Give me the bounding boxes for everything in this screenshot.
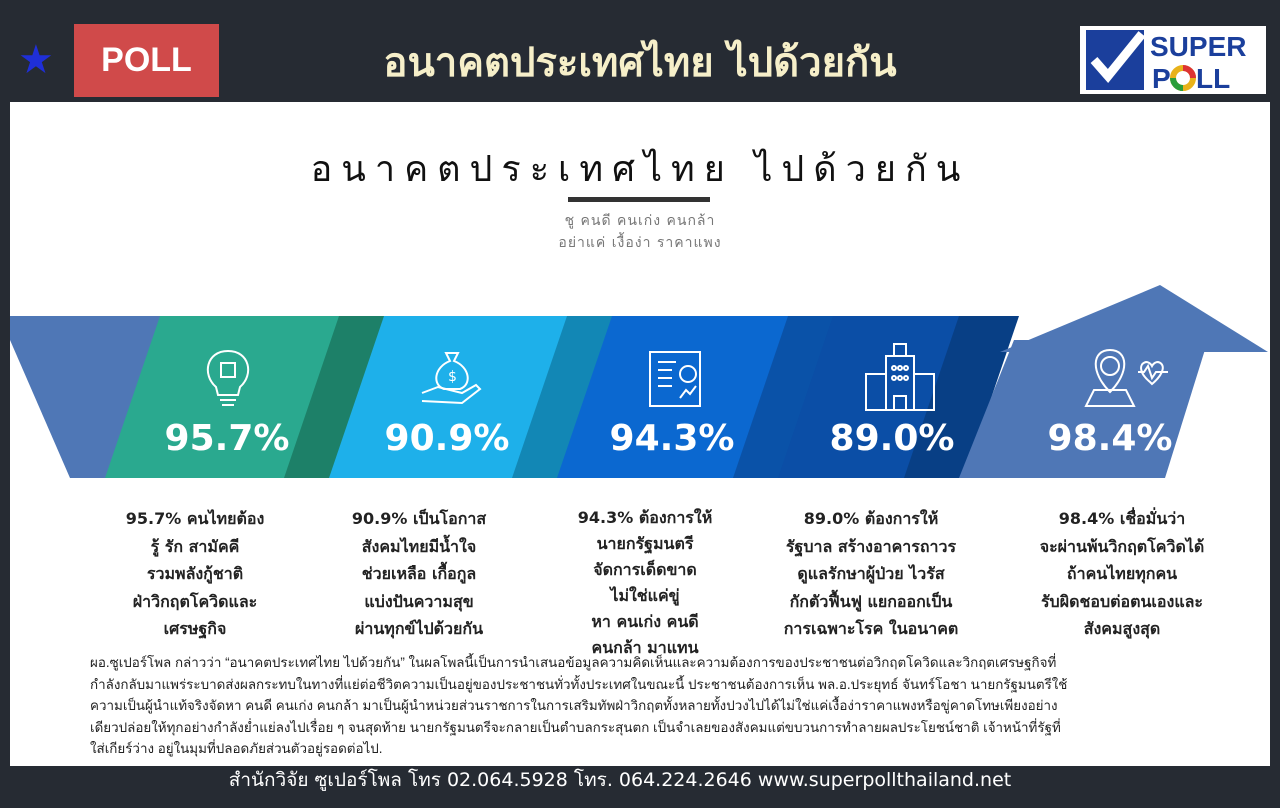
desc-line: การเฉพาะโรค ในอนาคต — [783, 619, 959, 638]
svg-text:SUPER: SUPER — [1150, 31, 1246, 62]
desc-line: นายกรัฐมนตรี — [596, 534, 694, 553]
desc-line: ช่วยเหลือ เกื้อกูล — [361, 564, 477, 583]
ribbon-fold — [904, 316, 1019, 478]
svg-text:LL: LL — [1196, 63, 1230, 94]
desc-line: 89.0% ต้องการให้ — [803, 509, 939, 528]
item-description: 89.0% ต้องการให้รัฐบาล สร้างอาคารถาวรดูแ… — [755, 505, 987, 643]
desc-line: ถ้าคนไทยทุกคน — [1066, 564, 1178, 583]
arrow-head — [1000, 285, 1268, 352]
item-description: 94.3% ต้องการให้นายกรัฐมนตรีจัดการเด็ดขา… — [530, 505, 760, 661]
desc-line: ผ่านทุกข์ไปด้วยกัน — [354, 619, 484, 638]
svg-text:$: $ — [448, 369, 457, 385]
paragraph-line: กำลังกลับมาแพร่ระบาดส่งผลกระทบในทางที่แย… — [90, 676, 1068, 692]
desc-line: จัดการเด็ดขาด — [593, 560, 697, 579]
desc-line: 95.7% คนไทยต้อง — [125, 509, 265, 528]
report-chart-icon — [649, 351, 701, 407]
percent-value: 94.3% — [609, 418, 735, 459]
item-description: 90.9% เป็นโอกาสสังคมไทยมีน้ำใจช่วยเหลือ … — [304, 505, 534, 643]
item-description: 98.4% เชื่อมั่นว่าจะผ่านพ้นวิกฤตโควิดได้… — [1002, 505, 1242, 643]
hospital-building-icon — [865, 343, 935, 411]
percent-value: 90.9% — [384, 418, 510, 459]
desc-line: 98.4% เชื่อมั่นว่า — [1058, 509, 1186, 528]
desc-line: รัฐบาล สร้างอาคารถาวร — [785, 536, 957, 556]
desc-line: เศรษฐกิจ — [163, 619, 227, 638]
percent-value: 89.0% — [829, 418, 955, 459]
desc-line: รู้ รัก สามัคคี — [150, 536, 240, 556]
summary-paragraph: ผอ.ซูเปอร์โพล กล่าวว่า “อนาคตประเทศไทย ไ… — [90, 652, 1198, 760]
location-money-heartbeat-icon — [1084, 348, 1168, 407]
desc-line: กักตัวฟื้นฟู แยกออกเป็น — [789, 591, 953, 611]
desc-line: จะผ่านพ้นวิกฤตโควิดได้ — [1039, 536, 1205, 556]
poll-badge: POLL — [74, 24, 219, 97]
desc-line: สังคมไทยมีน้ำใจ — [361, 536, 477, 556]
footer-contact: สำนักวิจัย ซูเปอร์โพล โทร 02.064.5928 โท… — [228, 769, 1012, 791]
header-title: อนาคตประเทศไทย ไปด้วยกัน — [383, 40, 897, 86]
desc-line: รับผิดชอบต่อตนเองและ — [1040, 591, 1204, 611]
desc-line: คนกล้า มาแทน — [591, 638, 699, 657]
svg-text:P: P — [1152, 63, 1171, 94]
progress-ribbon: $ — [10, 285, 1268, 478]
title-divider — [568, 197, 710, 202]
percent-value: 98.4% — [1047, 418, 1173, 459]
superpoll-logo: SUPER P LL — [1080, 26, 1266, 94]
money-bag-hand-icon: $ — [421, 352, 482, 405]
desc-line: หา คนเก่ง คนดี — [591, 612, 699, 631]
subtitle-line: ชู คนดี คนเก่ง คนกล้า — [564, 213, 716, 229]
desc-line: 90.9% เป็นโอกาส — [351, 509, 487, 528]
ribbon-arrow-body — [959, 340, 1208, 478]
paragraph-line: ความเป็นผู้นำแท้จริงจัดหา คนดี คนเก่ง คน… — [90, 698, 1058, 713]
desc-line: ดูแลรักษาผู้ป่วย ไวรัส — [797, 564, 945, 583]
desc-line: รวมพลังกู้ชาติ — [146, 564, 244, 583]
desc-line: สังคมสูงสุด — [1083, 619, 1161, 638]
main-title: อนาคตประเทศไทย ไปด้วยกัน — [310, 149, 970, 190]
lightbulb-chip-icon — [207, 349, 249, 406]
desc-line: ไม่ใช่แค่ขู่ — [610, 586, 680, 605]
paragraph-line: ผอ.ซูเปอร์โพล กล่าวว่า “อนาคตประเทศไทย ไ… — [90, 655, 1057, 670]
subtitle-line: อย่าแค่ เงื้อง่า ราคาแพง — [558, 235, 722, 251]
desc-line: ฝ่าวิกฤตโควิดและ — [132, 591, 258, 611]
desc-line: 94.3% ต้องการให้ — [577, 508, 713, 527]
paragraph-line: เดียวปล่อยให้ทุกอย่างกำลังย่ำแย่ลงไปเรื่… — [90, 719, 1061, 735]
star-icon: ★ — [18, 37, 54, 83]
desc-line: แบ่งปันความสุข — [364, 591, 474, 611]
paragraph-line: ใส่เกียร์ว่าง อยู่ในมุมที่ปลอดภัยส่วนตัว… — [90, 741, 383, 756]
percent-value: 95.7% — [164, 418, 290, 459]
item-description: 95.7% คนไทยต้องรู้ รัก สามัคคีรวมพลังกู้… — [80, 505, 310, 643]
